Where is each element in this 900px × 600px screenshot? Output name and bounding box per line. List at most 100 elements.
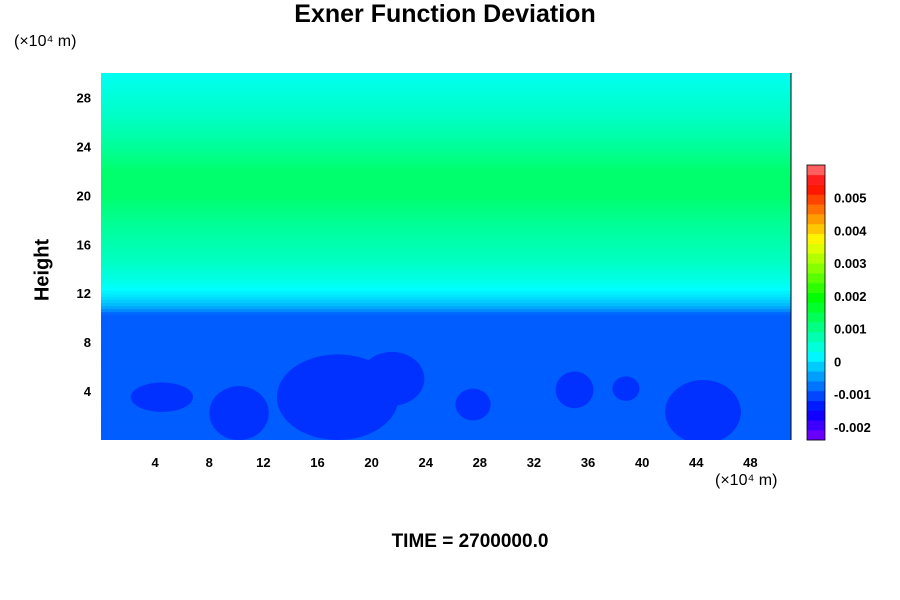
- y-axis-ticks: 4 8 12 16 20 24 28: [77, 90, 92, 399]
- field-band: [101, 128, 791, 132]
- field-band: [101, 357, 791, 362]
- field-band: [101, 342, 791, 346]
- colorbar-swatch: [807, 312, 825, 323]
- anomaly-region: [130, 382, 193, 412]
- field-band: [101, 109, 791, 114]
- field-band: [101, 363, 791, 368]
- field-band: [101, 155, 791, 160]
- plot-area: [101, 73, 791, 440]
- field-band: [101, 225, 791, 230]
- y-tick-label: 4: [84, 384, 92, 399]
- colorbar-swatch: [807, 381, 825, 392]
- field-band: [101, 415, 791, 420]
- x-tick-label: 8: [206, 455, 213, 470]
- field-band: [101, 198, 791, 203]
- anomaly-regions: [130, 351, 741, 440]
- colorbar-label: 0.003: [834, 256, 867, 271]
- field-band: [101, 375, 791, 380]
- field-band: [101, 124, 791, 129]
- field-band: [101, 137, 791, 141]
- colorbar-swatch: [807, 233, 825, 244]
- field-band: [101, 118, 791, 123]
- field-band: [101, 293, 791, 297]
- field-band: [101, 262, 791, 267]
- field-band: [101, 259, 791, 264]
- field-band: [101, 112, 791, 117]
- field-band: [101, 247, 791, 251]
- colorbar-swatch: [807, 243, 825, 254]
- field-band: [101, 173, 791, 178]
- field-band: [101, 192, 791, 196]
- y-tick-label: 12: [77, 286, 91, 301]
- field-band: [101, 320, 791, 325]
- field-band: [101, 204, 791, 209]
- field-band: [101, 121, 791, 126]
- field-band: [101, 85, 791, 89]
- field-band: [101, 91, 791, 96]
- colorbar-swatch: [807, 331, 825, 343]
- field-band: [101, 100, 791, 105]
- field-band: [101, 348, 791, 352]
- colorbar-swatch: [807, 420, 825, 431]
- field-band: [101, 73, 791, 77]
- field-band: [101, 412, 791, 417]
- field-band: [101, 170, 791, 175]
- field-band: [101, 183, 791, 187]
- field-band: [101, 143, 791, 147]
- y-tick-label: 16: [77, 237, 91, 252]
- anomaly-region: [555, 371, 594, 409]
- x-tick-label: 24: [418, 455, 433, 470]
- colorbar-label: 0.004: [834, 223, 867, 238]
- field-band: [101, 140, 791, 144]
- field-band: [101, 235, 791, 239]
- colorbar-swatch: [807, 302, 825, 313]
- field-band: [101, 391, 791, 395]
- field-band: [101, 339, 791, 343]
- field-band: [101, 329, 791, 334]
- x-tick-label: 48: [743, 455, 757, 470]
- field-band: [101, 253, 791, 258]
- colorbar-swatch: [807, 223, 825, 235]
- field-band: [101, 326, 791, 331]
- anomaly-region: [209, 386, 269, 440]
- field-band: [101, 189, 791, 193]
- colorbar-swatch: [807, 165, 825, 176]
- field-band: [101, 421, 791, 426]
- colorbar: [806, 164, 826, 441]
- field-band: [101, 280, 791, 285]
- colorbar-swatch: [807, 174, 825, 185]
- field-band: [101, 115, 791, 120]
- x-tick-label: 28: [473, 455, 487, 470]
- colorbar-label: -0.002: [834, 420, 871, 435]
- colorbar-swatch: [807, 214, 825, 225]
- field-band: [101, 378, 791, 383]
- field-band: [101, 369, 791, 374]
- y-tick-label: 20: [77, 188, 91, 203]
- field-band: [101, 296, 791, 300]
- field-band: [101, 134, 791, 138]
- y-tick-label: 28: [77, 90, 91, 105]
- field-band: [101, 381, 791, 386]
- field-band: [101, 384, 791, 389]
- colorbar-labels: 0.005 0.004 0.003 0.002 0.001 0 -0.001 -0.002: [834, 191, 871, 435]
- x-tick-label: 36: [581, 455, 595, 470]
- field-band: [101, 308, 791, 313]
- colorbar-label: 0.005: [834, 191, 867, 206]
- anomaly-region: [455, 388, 491, 421]
- field-band: [101, 397, 791, 401]
- colorbar-swatch: [807, 253, 825, 264]
- field-band: [101, 299, 791, 303]
- field-band: [101, 180, 791, 184]
- field-band: [101, 201, 791, 206]
- field-band: [101, 268, 791, 273]
- field-band: [101, 360, 791, 365]
- field-band: [101, 216, 791, 221]
- x-tick-label: 12: [256, 455, 270, 470]
- field-band: [101, 436, 791, 440]
- x-tick-label: 4: [152, 455, 160, 470]
- colorbar-swatch: [807, 273, 825, 284]
- colorbar-swatch: [807, 400, 825, 411]
- field-band: [101, 430, 791, 435]
- colorbar-swatch: [807, 184, 825, 195]
